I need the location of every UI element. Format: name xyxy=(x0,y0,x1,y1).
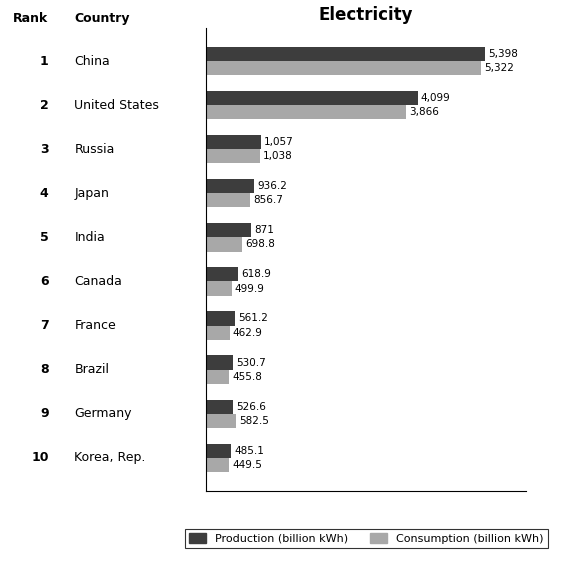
Bar xyxy=(206,443,231,457)
Legend: Production (billion kWh), Consumption (billion kWh): Production (billion kWh), Consumption (b… xyxy=(185,528,547,548)
Bar xyxy=(206,457,229,472)
Title: Electricity: Electricity xyxy=(319,6,414,24)
Text: 1: 1 xyxy=(40,55,49,68)
Text: 582.5: 582.5 xyxy=(239,416,269,426)
Text: France: France xyxy=(74,319,116,332)
Bar xyxy=(206,355,233,369)
Text: 10: 10 xyxy=(31,451,49,464)
Bar xyxy=(206,179,255,193)
Text: 856.7: 856.7 xyxy=(253,195,283,205)
Text: 871: 871 xyxy=(254,226,274,235)
Text: 5,322: 5,322 xyxy=(484,63,514,73)
Bar xyxy=(206,105,406,120)
Bar xyxy=(206,193,250,208)
Bar xyxy=(206,369,229,384)
Text: Germany: Germany xyxy=(74,407,132,420)
Text: 936.2: 936.2 xyxy=(257,181,287,191)
Bar xyxy=(206,281,232,296)
Text: 1,057: 1,057 xyxy=(264,137,293,147)
Text: China: China xyxy=(74,55,110,68)
Text: 8: 8 xyxy=(40,363,49,376)
Bar xyxy=(206,47,485,61)
Text: 5,398: 5,398 xyxy=(488,49,518,59)
Bar xyxy=(206,267,238,281)
Text: 7: 7 xyxy=(40,319,49,332)
Text: 698.8: 698.8 xyxy=(245,240,275,249)
Text: 618.9: 618.9 xyxy=(241,270,271,279)
Text: Canada: Canada xyxy=(74,275,122,288)
Text: 561.2: 561.2 xyxy=(238,314,268,324)
Bar xyxy=(206,91,418,105)
Text: 455.8: 455.8 xyxy=(233,372,263,382)
Text: 526.6: 526.6 xyxy=(236,402,266,412)
Text: 3,866: 3,866 xyxy=(409,107,439,117)
Text: 530.7: 530.7 xyxy=(236,358,266,368)
Text: 1,038: 1,038 xyxy=(263,151,292,161)
Text: 9: 9 xyxy=(40,407,49,420)
Text: 4,099: 4,099 xyxy=(421,93,451,103)
Bar xyxy=(206,149,260,164)
Text: 499.9: 499.9 xyxy=(235,284,265,293)
Bar xyxy=(206,311,235,325)
Bar xyxy=(206,325,230,340)
Text: 2: 2 xyxy=(40,99,49,112)
Bar xyxy=(206,61,481,76)
Text: 5: 5 xyxy=(40,231,49,244)
Text: Brazil: Brazil xyxy=(74,363,109,376)
Bar xyxy=(206,223,251,237)
Bar xyxy=(206,399,233,413)
Text: United States: United States xyxy=(74,99,159,112)
Text: 4: 4 xyxy=(40,187,49,200)
Text: 449.5: 449.5 xyxy=(232,460,262,470)
Bar xyxy=(206,135,260,149)
Text: Korea, Rep.: Korea, Rep. xyxy=(74,451,146,464)
Text: 485.1: 485.1 xyxy=(234,446,264,456)
Text: 3: 3 xyxy=(40,143,49,156)
Text: India: India xyxy=(74,231,105,244)
Text: Japan: Japan xyxy=(74,187,109,200)
Bar xyxy=(206,237,242,252)
Text: Russia: Russia xyxy=(74,143,115,156)
Text: 6: 6 xyxy=(40,275,49,288)
Text: Rank: Rank xyxy=(13,12,49,25)
Text: 462.9: 462.9 xyxy=(233,328,263,338)
Text: Country: Country xyxy=(74,12,130,25)
Bar xyxy=(206,413,236,428)
